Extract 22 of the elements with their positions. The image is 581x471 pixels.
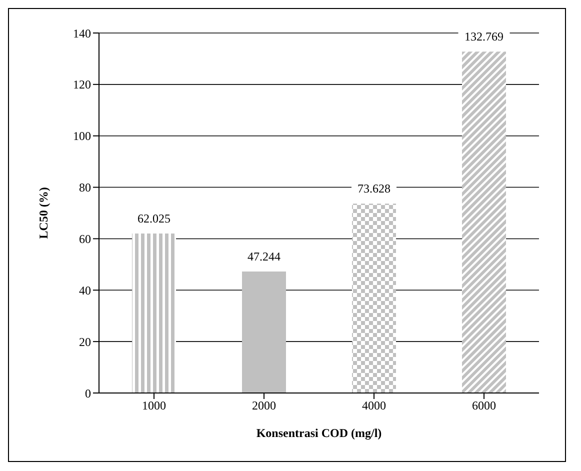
data-label: 73.628 xyxy=(358,181,390,196)
y-tick-label: 0 xyxy=(85,386,91,400)
bar xyxy=(352,204,396,393)
x-tick-label: 4000 xyxy=(362,398,386,413)
x-tick-label: 1000 xyxy=(142,398,166,413)
y-tick-label: 40 xyxy=(79,283,91,298)
bar xyxy=(242,272,286,393)
bar xyxy=(132,234,176,393)
x-axis-title: Konsentrasi COD (mg/l) xyxy=(256,426,382,440)
y-tick-label: 100 xyxy=(73,129,91,144)
data-label: 62.025 xyxy=(138,211,170,226)
bar xyxy=(462,52,506,393)
data-label: 47.244 xyxy=(248,249,280,264)
x-tick-label: 6000 xyxy=(472,398,496,413)
y-tick-label: 120 xyxy=(73,78,91,92)
data-label: 132.769 xyxy=(464,29,504,44)
y-axis-title: LC50 (%) xyxy=(36,187,50,239)
y-tick-label: 60 xyxy=(79,232,91,246)
y-tick-label: 20 xyxy=(79,334,91,349)
y-tick-label: 140 xyxy=(73,26,91,40)
y-tick-label: 80 xyxy=(79,180,91,195)
x-tick-label: 2000 xyxy=(252,398,276,413)
